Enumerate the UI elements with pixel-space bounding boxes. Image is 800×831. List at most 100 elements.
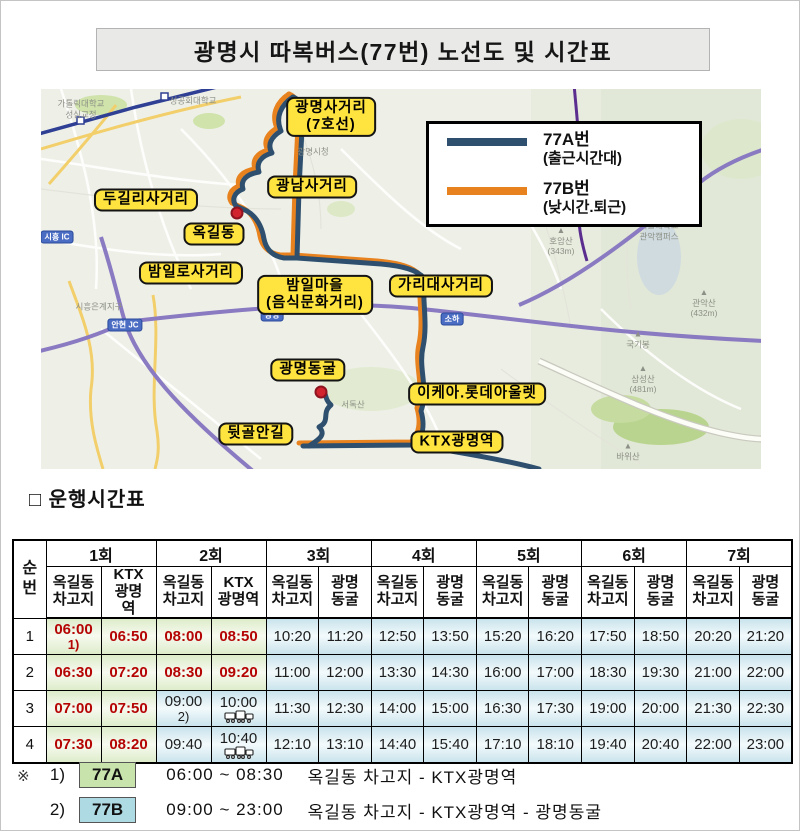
stop-marker-dot: [230, 206, 244, 220]
time-cell: 12:00: [318, 654, 372, 692]
road-badge: 시흥 IC: [41, 230, 74, 244]
time-cell: 16:30: [475, 690, 530, 728]
time-cell: 07:00: [45, 690, 102, 728]
map-place-label: 서독산: [341, 399, 365, 410]
road-badge: 안현 JC: [107, 318, 143, 332]
map-place-label: 시흥은계지구: [75, 301, 123, 312]
time-cell: 20:20: [686, 617, 740, 656]
footnote-time-range: 06:00 ~ 08:30: [166, 765, 284, 784]
time-cell: 12:50: [370, 617, 425, 656]
footnote-row: 1) 77A 06:00 ~ 08:30 옥길동 차고지 - KTX광명역: [43, 761, 787, 789]
footnote-route: 옥길동 차고지 - KTX광명역 - 광명동굴: [307, 802, 602, 822]
time-cell: 12:30: [318, 690, 372, 728]
footnote-route: 옥길동 차고지 - KTX광명역: [307, 767, 518, 787]
timetable-table: 순 번 1회 2회 3회 4회 5회 6회 7회 옥길동 차고지 KTX 광명 역 옥길동 차고지 K…: [12, 539, 793, 765]
stop-header: 광명 동굴: [423, 566, 477, 620]
map-stop-label: 옥길동: [183, 222, 245, 246]
timetable-section: 순 번 1회 2회 3회 4회 5회 6회 7회 옥길동 차고지 KTX 광명 역 옥길동 차고지 K…: [12, 539, 793, 765]
map-stop-label: 밤일마을 (음식문화거리): [257, 274, 373, 316]
map-stop-label: KTX광명역: [410, 430, 504, 454]
time-cell: 13:30: [370, 654, 425, 692]
time-cell: 17:30: [528, 690, 583, 728]
map-place-label: ▲ 호암산 (343m): [547, 225, 575, 257]
time-cell: 10:20: [265, 617, 320, 656]
time-cell: 21:00: [686, 654, 740, 692]
time-cell: 13:50: [423, 617, 477, 656]
time-cell: 07:50: [100, 690, 157, 728]
map-place-label: 가톨릭대학교 성심교정: [57, 98, 105, 119]
time-cell: 11:00: [265, 654, 320, 692]
time-cell: 09:00 2): [155, 690, 212, 728]
footnote-row: 2) 77B 09:00 ~ 23:00 옥길동 차고지 - KTX광명역 - 광명동…: [43, 796, 787, 824]
table-row: 2 06:30 07:20 08:30 09:20 11:00 12:00 13:30 14:3…: [12, 654, 793, 692]
stop-header: 광명 동굴: [528, 566, 583, 620]
time-cell: 17:50: [581, 617, 635, 656]
trip-header: 5회: [475, 539, 583, 567]
time-cell: 09:20: [210, 654, 267, 692]
map-stop-label: 광명사거리 (7호선): [286, 96, 376, 138]
time-cell: 19:30: [633, 654, 688, 692]
time-cell: 22:30: [738, 690, 793, 728]
stop-header: 옥길동 차고지: [686, 566, 740, 620]
trip-header: 1회: [45, 539, 157, 567]
time-cell: 20:40: [633, 726, 688, 764]
seq-cell: 3: [12, 690, 47, 728]
map-place-label: ▲ 관악산 (432m): [690, 287, 718, 319]
seq-cell: 2: [12, 654, 47, 692]
footnote-time-range: 09:00 ~ 23:00: [166, 800, 284, 819]
time-cell: 08:20: [100, 726, 157, 764]
map-stop-label: 광명동굴: [270, 358, 346, 382]
stop-header: 옥길동 차고지: [155, 566, 212, 620]
map-place-label: ▲ 국기봉: [626, 328, 650, 349]
map-legend: 77A번 (출근시간대) 77B번 (낮시간.퇴근): [426, 121, 702, 227]
time-cell: 15:40: [423, 726, 477, 764]
stop-header: 옥길동 차고지: [475, 566, 530, 620]
time-cell: 21:20: [738, 617, 793, 656]
legend-77b-label: 77B번: [543, 179, 590, 198]
time-cell: 15:20: [475, 617, 530, 656]
footnote-mark: ※: [17, 768, 30, 785]
route-map: 77A번 (출근시간대) 77B번 (낮시간.퇴근) 광명사거리 (7호선) 두길…: [41, 89, 761, 469]
legend-77a-desc: (출근시간대): [543, 150, 622, 168]
time-cell: 06:00 1): [45, 617, 102, 656]
time-cell: 17:10: [475, 726, 530, 764]
footnote-number: 1): [49, 765, 65, 784]
time-cell: 11:30: [265, 690, 320, 728]
stop-header: KTX 광명역: [210, 566, 267, 620]
time-cell: 18:10: [528, 726, 583, 764]
time-cell: 18:30: [581, 654, 635, 692]
map-place-label: ▲ 바위산: [616, 440, 640, 461]
map-stop-label: 이케아.롯데아울렛: [408, 382, 546, 406]
train-icon: [212, 746, 266, 760]
time-cell: 08:50: [210, 617, 267, 656]
map-stop-label: 뒷골안길: [218, 422, 294, 446]
legend-row-77b: 77B번 (낮시간.퇴근): [429, 179, 699, 218]
time-cell: 09:40: [155, 726, 212, 764]
time-cell: 15:00: [423, 690, 477, 728]
seq-cell: 4: [12, 726, 47, 764]
legend-row-77a: 77A번 (출근시간대): [429, 130, 699, 169]
stop-header: 옥길동 차고지: [45, 566, 102, 620]
time-cell: 10:40: [210, 726, 267, 764]
stop-header: 광명 동굴: [318, 566, 372, 620]
time-cell: 17:00: [528, 654, 583, 692]
time-cell: 13:10: [318, 726, 372, 764]
time-cell: 11:20: [318, 617, 372, 656]
time-cell: 23:00: [738, 726, 793, 764]
timetable-heading: □ 운행시간표: [29, 489, 146, 511]
time-cell: 06:30: [45, 654, 102, 692]
time-cell: 10:00: [210, 690, 267, 728]
trip-header: 7회: [686, 539, 793, 567]
route-77a-swatch: [447, 137, 527, 146]
time-cell: 12:10: [265, 726, 320, 764]
time-cell: 22:00: [738, 654, 793, 692]
time-cell: 22:00: [686, 726, 740, 764]
time-cell: 14:30: [423, 654, 477, 692]
time-cell: 07:20: [100, 654, 157, 692]
map-place-label: ▲ 삼성산 (481m): [629, 363, 657, 395]
stop-marker-dot: [314, 385, 328, 399]
map-stop-label: 가리대사거리: [388, 274, 494, 298]
time-cell: 16:00: [475, 654, 530, 692]
page-title: 광명시 따복버스(77번) 노선도 및 시간표: [96, 28, 710, 71]
